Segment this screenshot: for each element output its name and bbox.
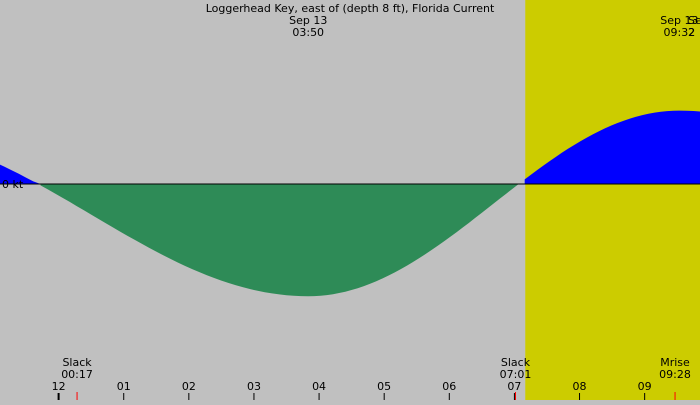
event-time: 09:28 (659, 368, 691, 381)
tick-label: 08 (573, 380, 587, 393)
tick-label: 12 (52, 380, 66, 393)
event-time: 00:17 (61, 368, 93, 381)
daylight-band (525, 0, 700, 400)
tick-label: 09 (638, 380, 652, 393)
tick-label: 01 (117, 380, 131, 393)
tick-label: 06 (442, 380, 456, 393)
tick-label: 02 (182, 380, 196, 393)
y-axis-zero-label: 0 kt (2, 178, 24, 191)
top-label-time: 2 (688, 26, 695, 39)
tick-label: 03 (247, 380, 261, 393)
top-label-time: 03:50 (292, 26, 324, 39)
tick-label: 04 (312, 380, 326, 393)
chart-title: Loggerhead Key, east of (depth 8 ft), Fl… (206, 2, 495, 15)
tick-label: 07 (507, 380, 521, 393)
tick-label: 05 (377, 380, 391, 393)
